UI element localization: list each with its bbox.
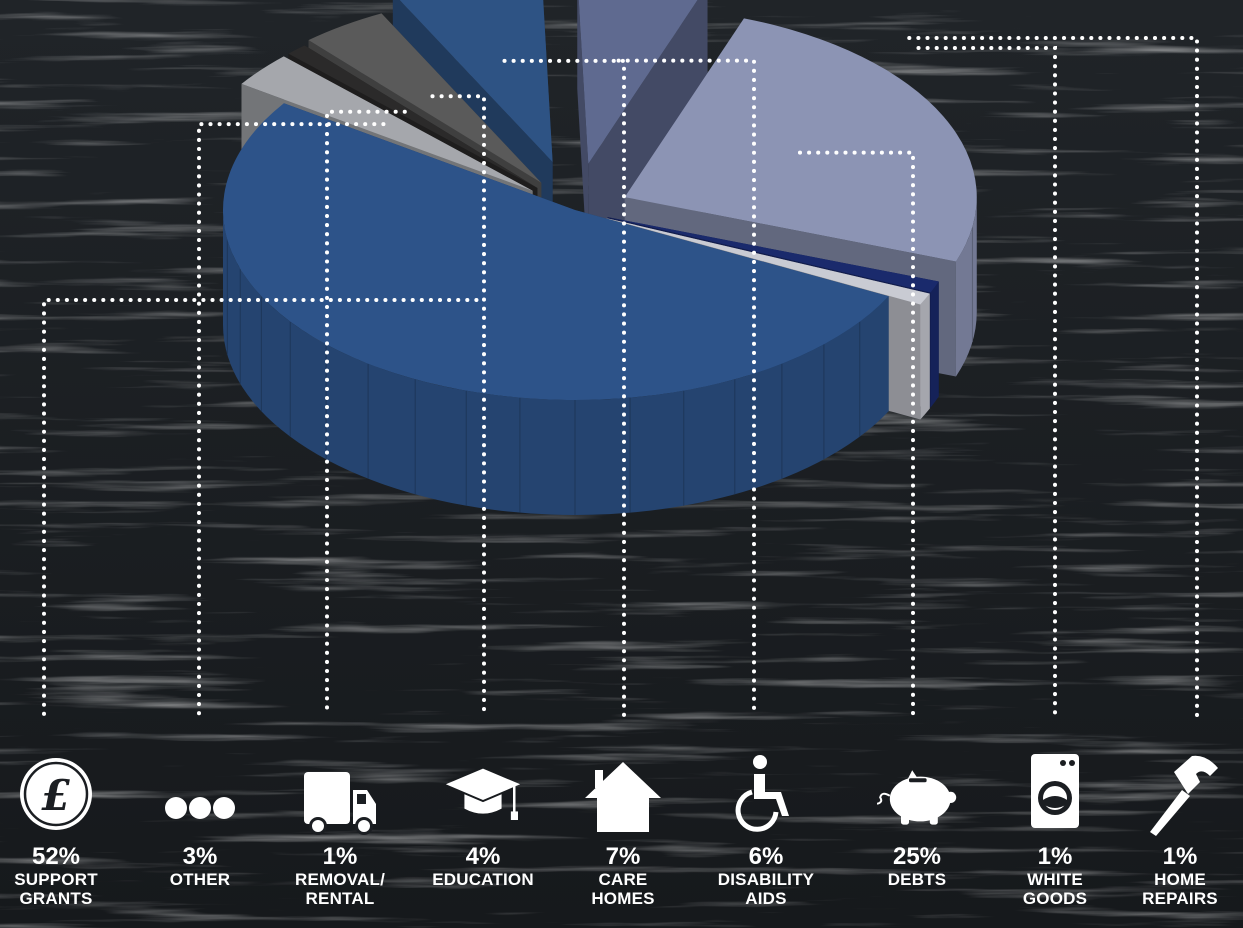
slice-disability-aids <box>577 0 708 279</box>
legend-item-home-repairs: 1% HOME REPAIRS <box>1115 752 1243 908</box>
slice-top <box>607 217 939 293</box>
slice-percent: 7% <box>605 843 641 870</box>
leader-line-support-grants <box>42 297 479 718</box>
hammer-icon <box>1150 755 1218 836</box>
washing-machine-icon <box>1031 754 1079 828</box>
slice-label: DISABILITY AIDS <box>717 870 815 908</box>
legend-item-white-goods: 1% WHITE GOODS <box>990 752 1120 908</box>
svg-text:£: £ <box>41 771 70 820</box>
leader-line-white-goods <box>916 46 1057 718</box>
slice-top <box>288 45 538 188</box>
wheelchair-icon <box>735 755 789 832</box>
legend-item-other: 3% OTHER <box>135 752 265 889</box>
slice-percent: 3% <box>182 843 218 870</box>
slice-label: REMOVAL/ RENTAL <box>294 870 386 908</box>
slice-top <box>308 13 542 183</box>
slice-label: HOME REPAIRS <box>1142 870 1218 908</box>
slice-wall <box>930 281 939 408</box>
slice-support-grants <box>222 103 889 515</box>
slice-label: CARE HOMES <box>591 870 655 908</box>
slice-top <box>241 56 533 191</box>
slice-top <box>606 218 930 305</box>
slice-top <box>578 0 698 164</box>
slice-top <box>399 0 553 163</box>
slice-top <box>624 18 977 262</box>
legend-item-removal-rental: 1% REMOVAL/ RENTAL <box>275 752 405 908</box>
slice-wall <box>955 197 977 377</box>
slice-label: WHITE GOODS <box>1022 870 1088 908</box>
slice-wall <box>223 210 889 515</box>
legend-item-care-homes: 7% CARE HOMES <box>558 752 688 908</box>
slice-cut-face <box>588 0 708 279</box>
legend-item-debts: 25% DEBTS <box>852 752 982 889</box>
graduation-cap-icon <box>445 768 521 820</box>
legend-item-education: 4% EDUCATION <box>418 752 548 889</box>
slice-percent: 1% <box>1037 843 1073 870</box>
slice-percent: 52% <box>31 843 81 870</box>
slice-percent: 25% <box>892 843 942 870</box>
leader-line-disability-aids <box>616 58 756 718</box>
slice-label: EDUCATION <box>432 870 534 889</box>
slice-top <box>222 103 889 401</box>
ellipsis-icon <box>165 797 235 819</box>
slice-label: OTHER <box>169 870 231 889</box>
slice-label: DEBTS <box>887 870 947 889</box>
pound-coin-icon: £ <box>20 758 92 830</box>
leader-line-debts <box>797 150 915 718</box>
slice-percent: 1% <box>1162 843 1198 870</box>
slice-label: SUPPORT GRANTS <box>14 870 98 908</box>
slice-cut-face <box>577 0 589 279</box>
house-icon <box>585 762 661 832</box>
slice-percent: 4% <box>465 843 501 870</box>
truck-icon <box>304 772 376 835</box>
slice-percent: 1% <box>322 843 358 870</box>
legend-item-disability-aids: 6% DISABILITY AIDS <box>701 752 831 908</box>
piggy-bank-icon <box>877 770 957 825</box>
slice-percent: 6% <box>748 843 784 870</box>
legend-item-support-grants: £ 52% SUPPORT GRANTS <box>0 752 121 908</box>
leader-line-education <box>430 94 486 718</box>
slice-wall <box>920 293 930 420</box>
leader-line-care-homes <box>502 58 626 718</box>
leader-line-removal-rental <box>325 109 407 718</box>
